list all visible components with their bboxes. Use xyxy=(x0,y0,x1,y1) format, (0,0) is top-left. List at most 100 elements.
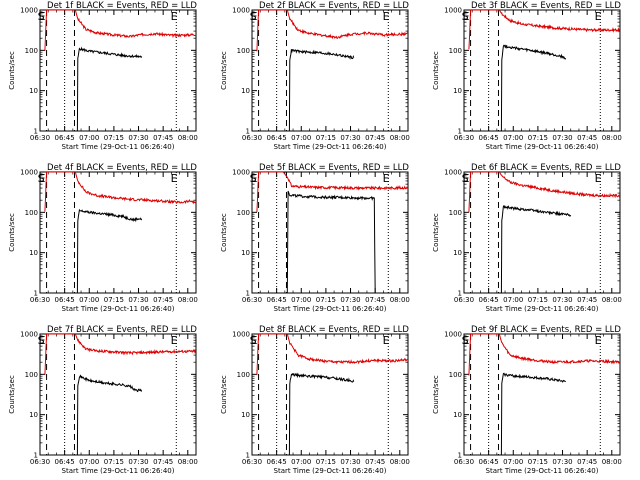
x-axis-label: Start Time (29-Oct-11 06:26:40) xyxy=(274,467,387,475)
x-tick-label: 07:30 xyxy=(128,458,148,466)
y-tick-label: 1 xyxy=(246,290,250,298)
y-tick-label: 100 xyxy=(25,47,38,55)
x-tick-label: 07:15 xyxy=(316,458,336,466)
x-tick-label: 07:00 xyxy=(291,296,311,304)
events-series-line xyxy=(76,46,143,131)
y-tick-label: 1 xyxy=(34,452,38,460)
y-tick-label: 10 xyxy=(453,411,462,419)
x-axis-label: Start Time (29-Oct-11 06:26:40) xyxy=(62,143,175,151)
y-tick-label: 1 xyxy=(458,128,462,136)
marker-label: E xyxy=(383,334,390,347)
marker-label: E xyxy=(595,10,602,23)
lld-series-line xyxy=(256,172,408,213)
y-tick-label: 1000 xyxy=(444,331,462,339)
x-tick-label: 07:45 xyxy=(153,296,173,304)
y-tick-label: 1000 xyxy=(232,169,250,177)
panel-title: Det 2f BLACK = Events, RED = LLD xyxy=(259,1,409,11)
x-tick-label: 06:45 xyxy=(267,296,287,304)
y-tick-label: 1 xyxy=(246,128,250,136)
x-tick-label: 07:45 xyxy=(365,134,385,142)
y-tick-label: 1000 xyxy=(20,331,38,339)
y-tick-label: 1000 xyxy=(444,7,462,15)
y-tick-label: 1 xyxy=(34,128,38,136)
x-tick-label: 07:45 xyxy=(577,458,597,466)
x-tick-label: 06:30 xyxy=(30,458,50,466)
plot-frame xyxy=(463,9,621,132)
y-axis-label: Counts/sec xyxy=(8,375,16,414)
x-tick-label: 07:15 xyxy=(528,134,548,142)
y-tick-label: 10 xyxy=(241,411,250,419)
x-tick-label: 07:00 xyxy=(291,458,311,466)
events-series-line xyxy=(500,372,566,455)
x-tick-label: 07:45 xyxy=(153,458,173,466)
x-tick-label: 08:00 xyxy=(178,134,198,142)
x-tick-label: 06:30 xyxy=(242,134,262,142)
y-tick-label: 100 xyxy=(237,47,250,55)
y-axis-label: Counts/sec xyxy=(8,51,16,90)
lld-series-line xyxy=(256,10,408,52)
panel-title: Det 7f BLACK = Events, RED = LLD xyxy=(47,325,197,335)
marker-label: E xyxy=(595,172,602,185)
x-tick-label: 07:15 xyxy=(316,134,336,142)
lld-series-line xyxy=(468,10,620,50)
x-axis-label: Start Time (29-Oct-11 06:26:40) xyxy=(486,143,599,151)
y-tick-label: 1000 xyxy=(232,331,250,339)
x-tick-label: 07:15 xyxy=(104,134,124,142)
y-axis-label: Counts/sec xyxy=(432,213,440,252)
x-axis-label: Start Time (29-Oct-11 06:26:40) xyxy=(62,305,175,313)
events-series-line xyxy=(288,372,355,455)
lld-series-line xyxy=(44,172,196,212)
x-tick-label: 07:30 xyxy=(128,134,148,142)
x-tick-label: 07:00 xyxy=(503,134,523,142)
marker-label: E xyxy=(171,10,178,23)
y-tick-label: 100 xyxy=(25,209,38,217)
x-axis-label: Start Time (29-Oct-11 06:26:40) xyxy=(486,305,599,313)
events-series-line xyxy=(76,374,143,455)
y-axis-label: Counts/sec xyxy=(220,51,228,90)
x-tick-label: 08:00 xyxy=(178,458,198,466)
x-tick-label: 07:15 xyxy=(104,458,124,466)
x-tick-label: 07:00 xyxy=(291,134,311,142)
panel-title: Det 9f BLACK = Events, RED = LLD xyxy=(471,325,621,335)
y-tick-label: 100 xyxy=(449,209,462,217)
x-tick-label: 07:15 xyxy=(528,458,548,466)
y-tick-label: 1000 xyxy=(20,7,38,15)
y-tick-label: 10 xyxy=(453,87,462,95)
x-tick-label: 08:00 xyxy=(602,458,622,466)
x-tick-label: 08:00 xyxy=(602,134,622,142)
marker-label: E xyxy=(171,334,178,347)
y-tick-label: 100 xyxy=(449,47,462,55)
x-tick-label: 06:45 xyxy=(479,134,499,142)
y-axis-label: Counts/sec xyxy=(220,213,228,252)
x-tick-label: 07:00 xyxy=(79,296,99,304)
panel-title: Det 3f BLACK = Events, RED = LLD xyxy=(471,1,621,11)
x-tick-label: 06:45 xyxy=(55,458,75,466)
y-tick-label: 100 xyxy=(237,371,250,379)
x-tick-label: 06:45 xyxy=(55,296,75,304)
x-tick-label: 07:45 xyxy=(153,134,173,142)
x-tick-label: 07:00 xyxy=(79,134,99,142)
lld-series-line xyxy=(256,334,408,376)
events-series-line xyxy=(286,190,376,293)
x-tick-label: 06:45 xyxy=(55,134,75,142)
x-tick-label: 07:00 xyxy=(503,458,523,466)
y-tick-label: 10 xyxy=(29,249,38,257)
y-tick-label: 10 xyxy=(241,87,250,95)
panel-title: Det 4f BLACK = Events, RED = LLD xyxy=(47,163,197,173)
x-tick-label: 08:00 xyxy=(390,296,410,304)
x-tick-label: 07:30 xyxy=(552,458,572,466)
x-tick-label: 07:30 xyxy=(340,458,360,466)
x-tick-label: 06:30 xyxy=(242,458,262,466)
x-tick-label: 07:15 xyxy=(316,296,336,304)
x-axis-label: Start Time (29-Oct-11 06:26:40) xyxy=(62,467,175,475)
marker-label: E xyxy=(383,10,390,23)
lld-series-line xyxy=(468,334,620,376)
x-tick-label: 06:30 xyxy=(242,296,262,304)
